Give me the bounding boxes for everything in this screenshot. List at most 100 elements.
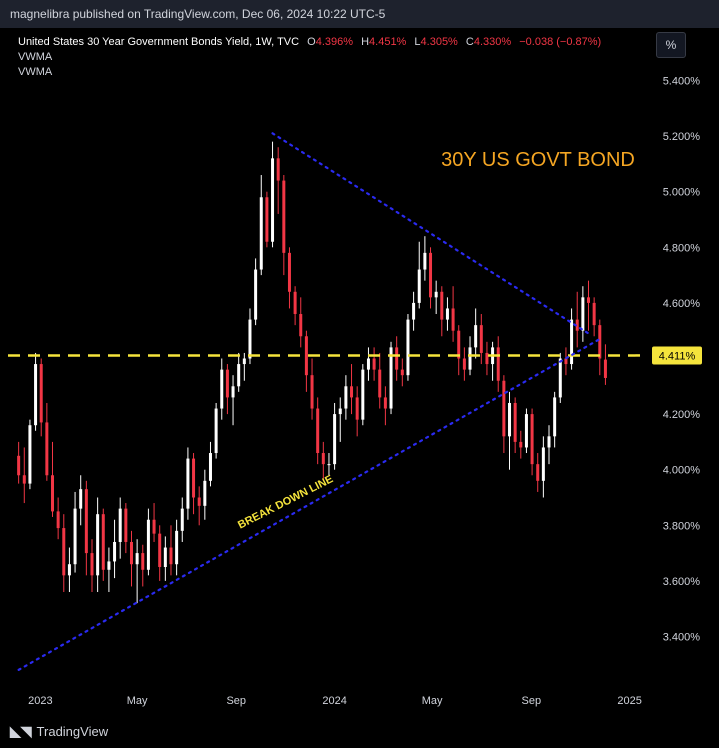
candle[interactable] — [389, 341, 393, 415]
candle[interactable] — [293, 286, 297, 326]
candle[interactable] — [17, 441, 21, 484]
candle[interactable] — [587, 280, 591, 331]
candle[interactable] — [225, 364, 229, 415]
candle[interactable] — [366, 347, 370, 381]
candle[interactable] — [56, 497, 60, 540]
candle[interactable] — [553, 391, 557, 448]
candle[interactable] — [34, 352, 38, 431]
candle[interactable] — [395, 336, 399, 381]
candle[interactable] — [344, 375, 348, 420]
candle[interactable] — [429, 247, 433, 309]
candle[interactable] — [107, 547, 111, 593]
candle[interactable] — [276, 147, 280, 214]
candle[interactable] — [141, 544, 145, 587]
candle[interactable] — [502, 375, 506, 454]
symbol-title[interactable]: United States 30 Year Government Bonds Y… — [18, 36, 300, 48]
candle[interactable] — [186, 447, 190, 520]
candle[interactable] — [67, 547, 71, 593]
candle[interactable] — [175, 519, 179, 576]
candle[interactable] — [412, 291, 416, 331]
candle[interactable] — [124, 503, 128, 554]
candle[interactable] — [208, 441, 212, 487]
candle[interactable] — [417, 241, 421, 309]
candle[interactable] — [462, 347, 466, 381]
candle[interactable] — [152, 503, 156, 542]
candle[interactable] — [214, 402, 218, 459]
candle[interactable] — [84, 480, 88, 576]
candle[interactable] — [564, 347, 568, 376]
candle[interactable] — [287, 247, 291, 309]
price-chart[interactable]: 5.400%5.200%5.000%4.800%4.600%4.400%4.20… — [0, 0, 719, 716]
candle[interactable] — [508, 391, 512, 470]
candle[interactable] — [541, 436, 545, 498]
candle[interactable] — [592, 297, 596, 337]
candle[interactable] — [530, 408, 534, 476]
candle[interactable] — [440, 286, 444, 337]
candle[interactable] — [445, 297, 449, 331]
candle[interactable] — [203, 469, 207, 520]
candle[interactable] — [271, 141, 275, 248]
candle[interactable] — [62, 514, 66, 593]
candle[interactable] — [265, 191, 269, 248]
candle[interactable] — [372, 347, 376, 381]
candle[interactable] — [383, 386, 387, 426]
candle[interactable] — [304, 330, 308, 392]
candle[interactable] — [479, 314, 483, 365]
candle[interactable] — [39, 358, 43, 437]
candle[interactable] — [457, 325, 461, 376]
candle[interactable] — [547, 425, 551, 465]
candle[interactable] — [423, 236, 427, 281]
candle[interactable] — [180, 497, 184, 542]
candle[interactable] — [135, 539, 139, 604]
indicator-vwma-2[interactable]: VWMA — [18, 66, 53, 78]
candle[interactable] — [28, 419, 32, 490]
candle[interactable] — [79, 475, 83, 526]
candle[interactable] — [338, 397, 342, 442]
candle[interactable] — [496, 336, 500, 392]
candle[interactable] — [434, 280, 438, 315]
candle[interactable] — [197, 486, 201, 526]
candle[interactable] — [400, 358, 404, 387]
indicator-vwma-1[interactable]: VWMA — [18, 51, 53, 63]
candle[interactable] — [129, 530, 133, 587]
candle[interactable] — [321, 441, 325, 481]
percent-scale-button[interactable]: % — [656, 32, 686, 58]
candle[interactable] — [474, 308, 478, 359]
candle[interactable] — [575, 291, 579, 348]
candle[interactable] — [333, 402, 337, 470]
candle[interactable] — [45, 402, 49, 481]
candle[interactable] — [231, 375, 235, 426]
candle[interactable] — [192, 453, 196, 515]
candle[interactable] — [254, 258, 258, 326]
candle[interactable] — [50, 441, 54, 517]
candle[interactable] — [96, 497, 100, 593]
candle[interactable] — [327, 453, 331, 476]
candle[interactable] — [513, 397, 517, 454]
candle[interactable] — [90, 539, 94, 593]
candle[interactable] — [361, 364, 365, 426]
candle[interactable] — [536, 453, 540, 492]
candle[interactable] — [282, 175, 286, 276]
candle[interactable] — [237, 352, 241, 392]
candle[interactable] — [299, 297, 303, 348]
candle[interactable] — [101, 508, 105, 581]
candle[interactable] — [350, 364, 354, 415]
candle[interactable] — [316, 397, 320, 465]
candle[interactable] — [310, 358, 314, 420]
candle[interactable] — [406, 314, 410, 381]
candle[interactable] — [158, 525, 162, 581]
candle[interactable] — [519, 430, 523, 459]
candle[interactable] — [378, 352, 382, 409]
candle[interactable] — [598, 319, 602, 376]
candle[interactable] — [524, 408, 528, 454]
tradingview-logo[interactable]: ◣◥ TradingView — [10, 723, 108, 740]
candle[interactable] — [491, 341, 495, 381]
candle[interactable] — [485, 341, 489, 376]
candle[interactable] — [169, 525, 173, 576]
candle[interactable] — [603, 344, 607, 385]
candle[interactable] — [22, 447, 26, 504]
candle[interactable] — [451, 286, 455, 342]
candle[interactable] — [163, 536, 167, 581]
candle[interactable] — [355, 386, 359, 437]
candle[interactable] — [242, 352, 246, 381]
